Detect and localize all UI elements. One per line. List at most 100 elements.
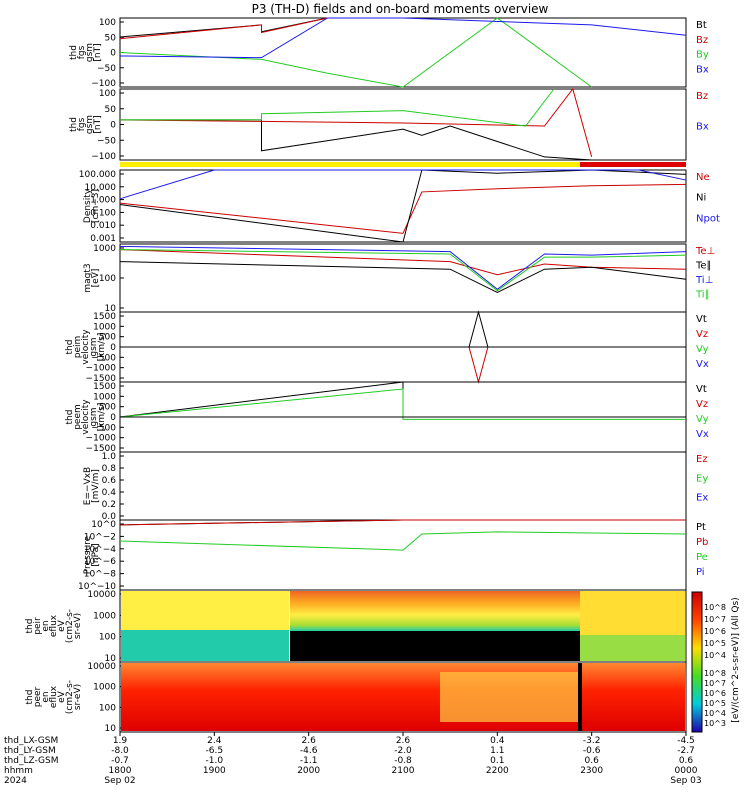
- legend-temperature-3: Ti∥: [695, 290, 710, 301]
- ytick-electron-velocity-2: 500: [99, 403, 116, 413]
- series-pressure-Pt: [119, 519, 686, 526]
- mode-bar-slow: [120, 162, 580, 167]
- legend-density-2: Npot: [696, 213, 720, 224]
- legend-electron-velocity-0: Vt: [696, 384, 707, 395]
- ylabel-ion-energy-flux-0: thd: [25, 619, 35, 634]
- ytick-efield-0: 1.0: [102, 452, 117, 462]
- ytick-pressure-5: 10^−10: [78, 582, 116, 592]
- footer-lz-4: 0.1: [490, 756, 504, 766]
- ytick-pressure-2: 10^−4: [84, 545, 117, 555]
- ylabel-ion-velocity-2: velocity: [81, 329, 91, 365]
- ylabel-density-1: [cm−3]: [91, 189, 101, 223]
- ylabel-efield-1: [mV/m]: [91, 469, 101, 503]
- ylabel-fgs-2: gsm: [85, 43, 95, 62]
- ytick-ion-energy-flux-2: 100: [99, 633, 116, 643]
- panel-frame-pressure: [119, 519, 687, 591]
- ytick-pressure-0: 10^0: [91, 520, 116, 530]
- panel-frame-fgs-zoom: [119, 88, 687, 161]
- footer-date-0: Sep 02: [104, 776, 135, 786]
- ytick-fgs-1: 50: [105, 33, 117, 43]
- ylabel-pressure-0: Pressure: [83, 535, 93, 574]
- ytick-fgs-zoom-4: −100: [91, 152, 116, 162]
- ytick-density-0: 100.000: [79, 170, 116, 180]
- footer-time-2: 2000: [297, 766, 320, 776]
- footer-ly-4: 1.1: [490, 746, 504, 756]
- cbar-tick-top-0: 10^8: [704, 603, 726, 612]
- cbar-tick-bottom-5: 10^3: [704, 719, 726, 728]
- ytick-fgs-zoom-0: 100: [99, 89, 116, 99]
- ytick-electron-energy-flux-1: 1000: [93, 683, 116, 693]
- ylabel-ion-velocity-3: gsm: [89, 337, 99, 356]
- footer-lz-3: -0.8: [394, 756, 412, 766]
- ylabel-fgs-3: [nT]: [93, 43, 103, 61]
- footer-ly-5: -0.6: [583, 746, 601, 756]
- ylabel-electron-velocity-3: gsm: [89, 407, 99, 426]
- footer-ly-0: -8.0: [111, 746, 129, 756]
- ylabel-ion-energy-flux-6: sr-eV): [73, 613, 83, 639]
- legend-fgs-0: Bt: [696, 20, 707, 31]
- heatmap-block: [578, 663, 582, 731]
- legend-electron-velocity-1: Vz: [696, 399, 708, 410]
- ylabel-electron-energy-flux-6: sr-eV): [73, 684, 83, 710]
- legend-ion-velocity-2: Vy: [696, 344, 709, 355]
- ylabel-electron-velocity-4: [km/s]: [97, 403, 107, 432]
- heatmap-block: [290, 591, 580, 631]
- ylabel-fgs-0: thd: [69, 45, 79, 60]
- series-temperature-Te∥: [119, 261, 687, 293]
- heatmap-block: [440, 672, 580, 722]
- ytick-electron-energy-flux-3: 10: [105, 724, 117, 734]
- footer-ly-3: -2.0: [394, 746, 412, 756]
- ytick-ion-velocity-6: −1500: [86, 374, 117, 384]
- ytick-temperature-2: 10: [105, 304, 117, 314]
- footer-lx-5: -3.2: [583, 736, 601, 746]
- footer-time-4: 2200: [486, 766, 509, 776]
- ylabel-electron-velocity-0: thd: [65, 410, 75, 425]
- cbar-tick-bottom-4: 10^4: [704, 709, 726, 718]
- legend-electron-velocity-3: Vx: [696, 429, 709, 440]
- series-fgs-zoom-black: [120, 119, 592, 161]
- cbar-tick-bottom-2: 10^6: [704, 689, 726, 698]
- legend-ion-velocity-0: Vt: [696, 314, 707, 325]
- ytick-temperature-1: 100: [99, 274, 116, 284]
- ylabel-ion-energy-flux-1: peir: [33, 617, 43, 635]
- footer-lx-6: -4.5: [677, 736, 695, 746]
- ytick-density-1: 10.000: [85, 183, 117, 193]
- ylabel-ion-velocity-4: [km/s]: [97, 333, 107, 362]
- footer-time-3: 2100: [392, 766, 415, 776]
- legend-fgs-2: By: [696, 50, 709, 61]
- legend-pressure-0: Pt: [696, 522, 706, 533]
- legend-efield-2: Ex: [696, 493, 708, 504]
- ylabel-ion-energy-flux-2: en: [41, 620, 51, 631]
- footer-lz-2: -1.1: [300, 756, 318, 766]
- footer-lz-0: -0.7: [111, 756, 129, 766]
- heatmap-block: [121, 663, 685, 731]
- ytick-fgs-zoom-2: 0: [110, 121, 116, 131]
- ytick-efield-3: 0.4: [102, 488, 117, 498]
- ytick-ion-velocity-3: 0: [110, 343, 116, 353]
- legend-efield-0: Ez: [696, 454, 708, 465]
- ytick-ion-energy-flux-1: 1000: [93, 611, 116, 621]
- ytick-fgs-zoom-3: −50: [97, 136, 116, 146]
- footer-row-label-3: hhmm: [4, 766, 33, 776]
- legend-fgs-zoom-0: Bz: [696, 91, 708, 102]
- ytick-electron-velocity-6: −1500: [86, 444, 117, 454]
- cbar-tick-top-2: 10^6: [704, 627, 726, 636]
- legend-pressure-1: Pb: [696, 537, 708, 548]
- footer-lz-1: -1.0: [206, 756, 224, 766]
- footer-time-6: 0000: [675, 766, 698, 776]
- heatmap-block: [121, 630, 289, 661]
- panel-frame-density: [119, 169, 687, 243]
- ytick-efield-1: 0.8: [102, 464, 117, 474]
- ylabel-ion-velocity-1: peim: [73, 336, 83, 359]
- legend-temperature-1: Te∥: [695, 261, 712, 272]
- ytick-pressure-4: 10^−8: [84, 570, 117, 580]
- legend-ion-velocity-3: Vx: [696, 359, 709, 370]
- footer-date-6: Sep 03: [670, 776, 701, 786]
- series-fgs-zoom-Bz: [119, 87, 593, 158]
- ylabel-density-0: Density: [83, 188, 93, 223]
- ylabel-ion-energy-flux-4: eV: [57, 619, 67, 632]
- ytick-electron-energy-flux-0: 10000: [87, 662, 116, 672]
- ytick-electron-velocity-0: 1500: [93, 382, 116, 392]
- ylabel-fgs-zoom-3: [nT]: [93, 115, 103, 133]
